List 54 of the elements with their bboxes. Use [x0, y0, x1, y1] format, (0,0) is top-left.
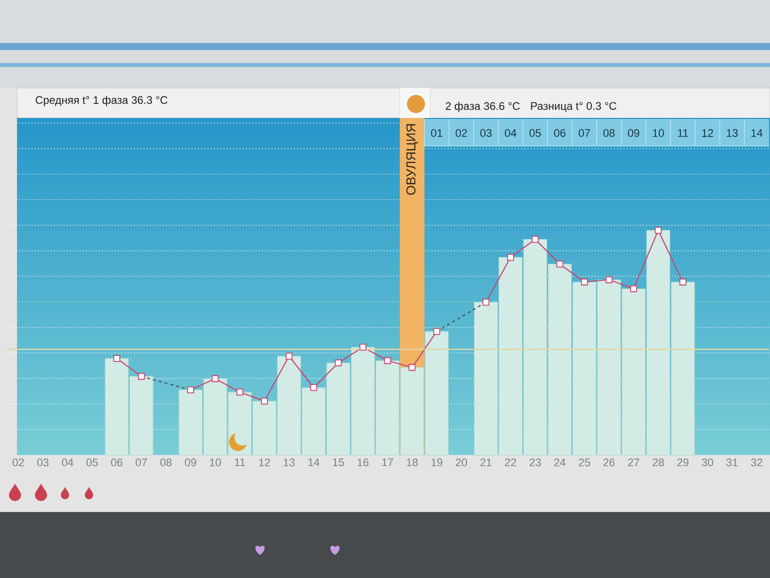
x-tick-label: 02: [12, 458, 24, 466]
x-tick-label: 08: [160, 458, 172, 466]
x-tick-label: 11: [234, 458, 245, 466]
point: [310, 384, 318, 392]
x-tick-label: 09: [184, 458, 196, 466]
x-tick-label: 21: [480, 458, 492, 466]
x-tick-label: 05: [86, 458, 98, 466]
x-tick-label: 30: [702, 458, 714, 466]
x-tick-label: 13: [284, 458, 295, 466]
x-tick-label: 16: [358, 458, 368, 466]
point: [260, 398, 268, 405]
x-tick-label: 04: [62, 458, 74, 466]
point: [556, 260, 564, 268]
x-tick-label: 07: [136, 458, 147, 466]
x-tick-label: 29: [677, 458, 688, 466]
point: [532, 236, 539, 243]
point: [187, 386, 194, 394]
x-tick-label: 10: [210, 458, 221, 466]
point: [359, 344, 366, 351]
point: [433, 328, 440, 335]
x-tick-label: 12: [259, 458, 270, 466]
x-tick-label: 27: [628, 458, 640, 466]
band-label: ОВУЛЯЦИЯ: [406, 124, 418, 195]
point: [113, 354, 120, 362]
point: [580, 278, 588, 286]
x-tick-label: 24: [554, 458, 566, 466]
point: [384, 357, 391, 364]
x-tick-label: 26: [603, 458, 615, 466]
point: [679, 278, 686, 286]
point: [507, 254, 514, 261]
point: [212, 375, 219, 382]
x-tick-label: 14: [308, 458, 320, 466]
x-tick-label: 17: [382, 458, 394, 466]
x-tick-label: 22: [505, 458, 516, 466]
x-tick-label: 28: [652, 458, 664, 466]
point: [630, 285, 638, 292]
x-tick-label: 23: [530, 458, 541, 466]
x-tick-label: 15: [333, 458, 344, 466]
point: [654, 226, 662, 234]
point: [408, 364, 416, 371]
x-tick-label: 18: [406, 458, 418, 466]
x-tick-label: 31: [726, 458, 738, 466]
point: [286, 352, 292, 360]
point: [236, 388, 244, 396]
x-tick-label: 06: [111, 458, 122, 466]
x-tick-label: 25: [578, 458, 590, 466]
point: [606, 276, 612, 284]
x-tick-label: 32: [751, 458, 762, 466]
x-tick-label: 20: [456, 458, 467, 466]
x-tick-label: 19: [431, 458, 442, 466]
point: [138, 372, 145, 380]
point: [334, 359, 342, 366]
point: [482, 298, 490, 306]
x-tick-label: 03: [37, 458, 49, 466]
